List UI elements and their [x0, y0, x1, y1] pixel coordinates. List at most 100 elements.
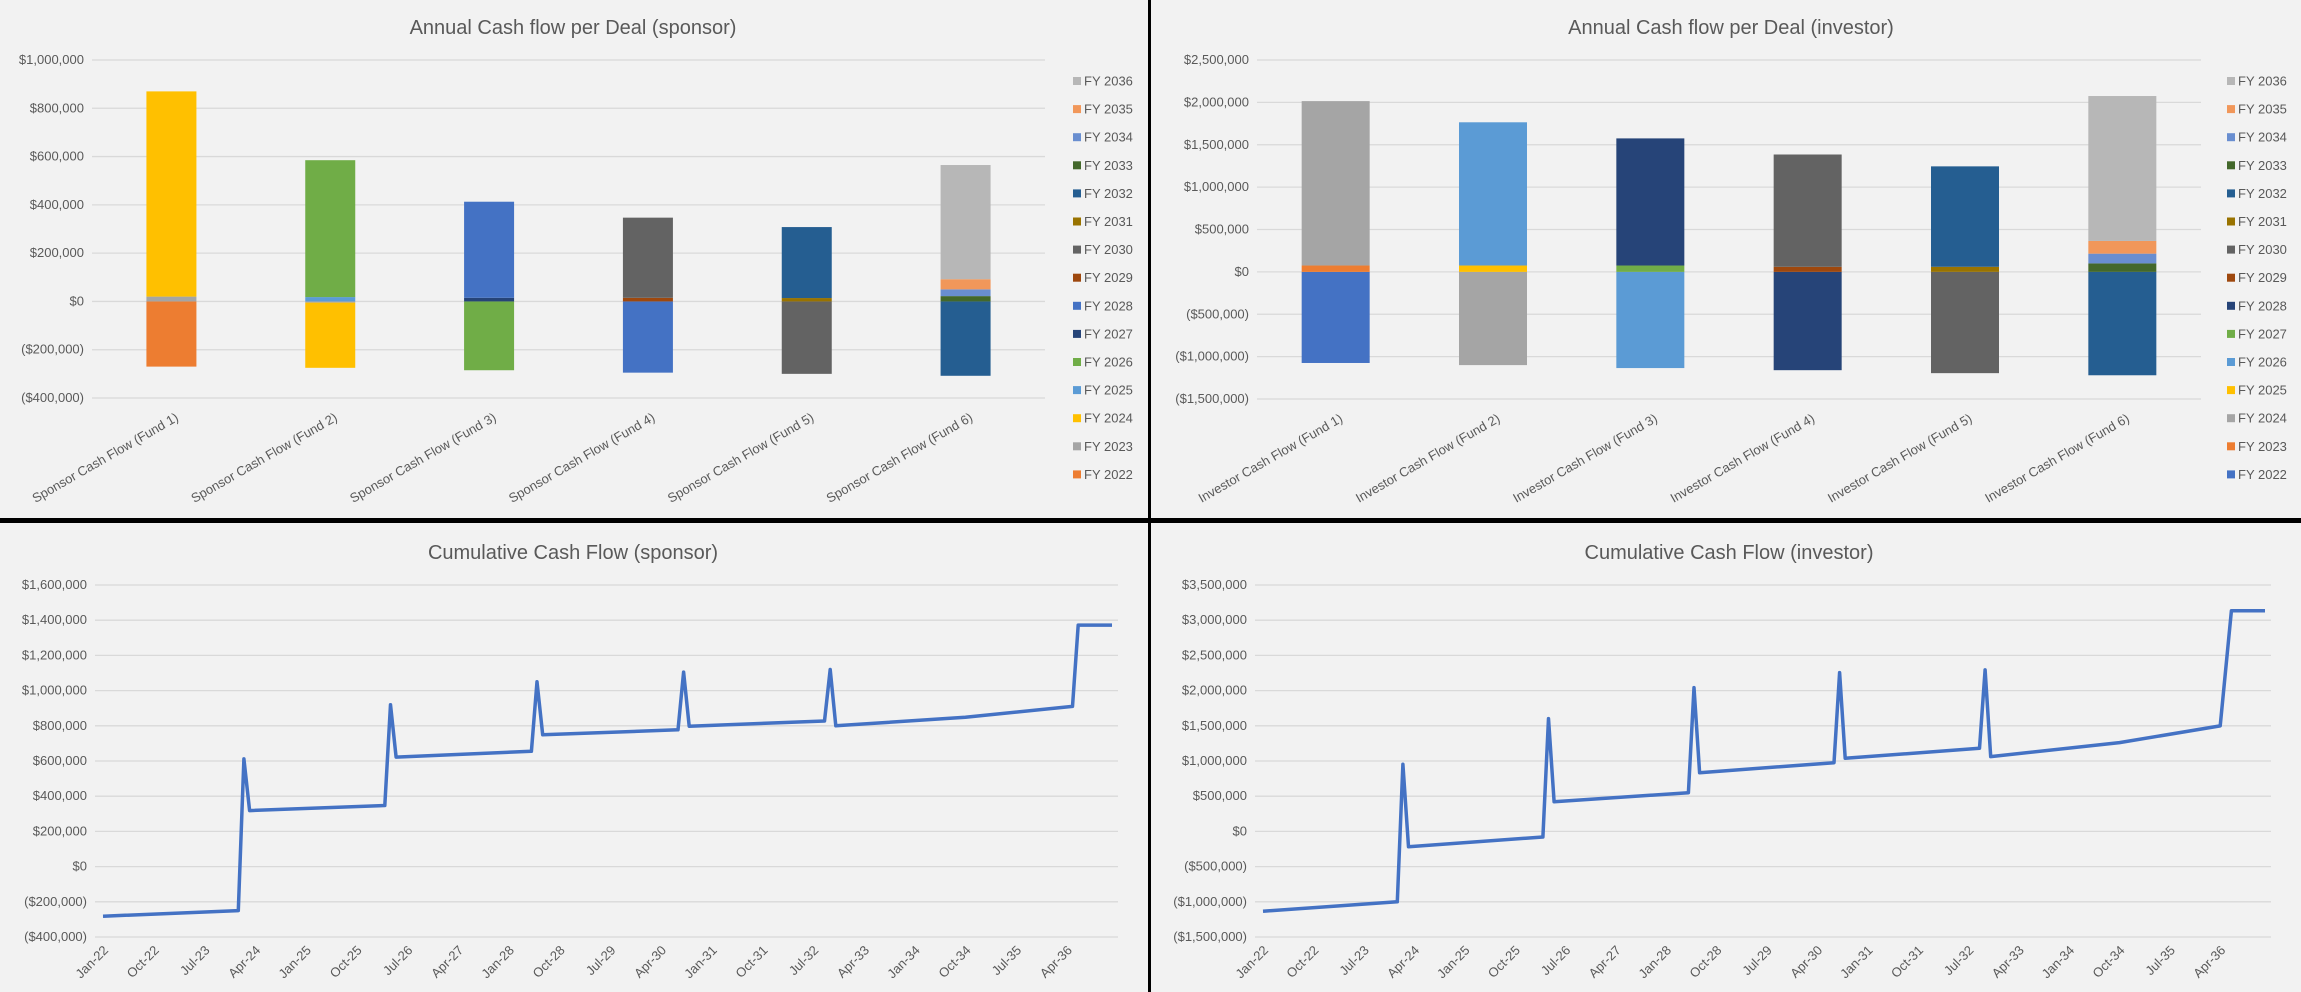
y-tick-label: $1,400,000 [22, 612, 87, 627]
bar-segment [2088, 240, 2157, 254]
bar-segment [940, 279, 991, 290]
bar-segment [940, 289, 991, 297]
y-tick-label: $1,500,000 [1182, 718, 1247, 733]
bar-segment [622, 217, 673, 298]
bar-segment [940, 165, 991, 280]
x-tick-label: Apr-33 [1989, 943, 2027, 981]
y-tick-label: $0 [1235, 264, 1249, 279]
x-tick-label: Jan-34 [2038, 943, 2077, 982]
legend-label: FY 2034 [1084, 130, 1133, 145]
x-tick-label: Jan-31 [681, 943, 720, 982]
y-tick-label: $1,000,000 [22, 683, 87, 698]
bar-segment [1616, 265, 1685, 272]
y-tick-label: $0 [1233, 823, 1247, 838]
bar-segment [464, 201, 515, 298]
bar-segment [305, 297, 356, 302]
legend-swatch [2227, 77, 2235, 85]
legend-label: FY 2025 [1084, 383, 1133, 398]
legend-swatch [2227, 329, 2235, 338]
legend-label: FY 2036 [2238, 74, 2287, 89]
legend-swatch [1073, 358, 1081, 366]
bar-segment [1773, 271, 1842, 371]
legend-swatch [1073, 442, 1081, 451]
legend-label: FY 2022 [1084, 467, 1133, 482]
chart-svg: Cumulative Cash Flow (sponsor) ($400,000)… [22, 542, 1118, 982]
legend-label: FY 2022 [2238, 467, 2287, 482]
legend-label: FY 2023 [1084, 439, 1133, 454]
bar-segment [305, 301, 356, 303]
legend-label: FY 2032 [2238, 186, 2287, 201]
legend-swatch [2227, 105, 2235, 114]
legend-swatch [2227, 358, 2235, 366]
bar-segment [781, 298, 832, 302]
bar-segment [1931, 166, 1999, 267]
legend-label: FY 2034 [2238, 130, 2287, 145]
legend-label: FY 2027 [2238, 326, 2287, 341]
investor-annual-cashflow-chart: Annual Cash flow per Deal (investor) ($1,… [1151, 0, 2301, 518]
bar-segment [1301, 101, 1370, 266]
x-tick-label: Jul-26 [1538, 943, 1574, 979]
x-tick-label: Jul-32 [786, 943, 822, 979]
x-tick-label: Apr-27 [428, 943, 466, 981]
x-tick-label: Apr-24 [225, 943, 263, 981]
y-tick-label: $800,000 [33, 718, 87, 733]
y-tick-label: $1,000,000 [1182, 753, 1247, 768]
legend-label: FY 2024 [1084, 411, 1133, 426]
legend-swatch [1073, 161, 1081, 170]
bar-segment [781, 301, 832, 374]
x-tick-label: Jul-35 [989, 943, 1025, 979]
y-tick-label: $400,000 [33, 788, 87, 803]
y-tick-label: $1,200,000 [22, 647, 87, 662]
bar-segment [622, 297, 673, 302]
x-tick-label: Apr-24 [1384, 943, 1422, 981]
y-tick-label: ($1,500,000) [1175, 391, 1249, 406]
x-tick-label: Jul-26 [380, 943, 416, 979]
bar-segment [146, 296, 197, 302]
legend-swatch [2227, 189, 2235, 198]
y-tick-label: $600,000 [30, 149, 84, 164]
category-label: Investor Cash Flow (Fund 4) [1668, 411, 1818, 506]
bar-segment [146, 91, 197, 297]
legend-swatch [2227, 273, 2235, 282]
bar-segment [305, 302, 356, 368]
bar-segment [2088, 253, 2157, 264]
legend-label: FY 2032 [1084, 186, 1133, 201]
category-label: Investor Cash Flow (Fund 2) [1353, 411, 1503, 506]
bar-segment [1616, 138, 1685, 266]
y-tick-label: ($500,000) [1186, 306, 1249, 321]
y-tick-label: $2,000,000 [1184, 94, 1249, 109]
x-tick-label: Apr-30 [631, 943, 669, 981]
chart-svg: Cumulative Cash Flow (investor) ($1,500,0… [1173, 542, 2271, 982]
x-tick-label: Jul-23 [1336, 943, 1372, 979]
legend-swatch [1073, 414, 1081, 423]
legend-label: FY 2028 [1084, 298, 1133, 313]
x-tick-label: Jul-35 [2142, 943, 2178, 979]
legend-swatch [2227, 245, 2235, 254]
bar-segment [940, 301, 991, 376]
y-tick-label: ($200,000) [21, 342, 84, 357]
x-tick-label: Oct-28 [530, 943, 568, 981]
y-tick-label: $500,000 [1193, 788, 1247, 803]
legend-swatch [2227, 133, 2235, 142]
x-tick-label: Oct-25 [1485, 943, 1523, 981]
y-tick-label: ($1,000,000) [1173, 894, 1247, 909]
category-label: Sponsor Cash Flow (Fund 6) [824, 410, 975, 506]
y-tick-label: $200,000 [30, 245, 84, 260]
legend-label: FY 2026 [1084, 355, 1133, 370]
x-tick-label: Apr-36 [2190, 943, 2228, 981]
bar-segment [1931, 271, 1999, 374]
x-tick-label: Apr-36 [1037, 943, 1075, 981]
bar-segment [1773, 266, 1842, 272]
legend-label: FY 2023 [2238, 439, 2287, 454]
chart-title: Cumulative Cash Flow (sponsor) [428, 542, 718, 564]
legend-label: FY 2025 [2238, 383, 2287, 398]
legend-swatch [2227, 217, 2235, 226]
x-tick-label: Apr-33 [834, 943, 872, 981]
y-tick-label: ($400,000) [24, 929, 87, 944]
category-label: Sponsor Cash Flow (Fund 5) [665, 410, 816, 506]
legend-swatch [1073, 105, 1081, 114]
x-tick-label: Oct-34 [2089, 943, 2127, 981]
legend-swatch [1073, 133, 1081, 142]
legend-label: FY 2033 [1084, 158, 1133, 173]
x-tick-label: Oct-31 [1888, 943, 1926, 981]
